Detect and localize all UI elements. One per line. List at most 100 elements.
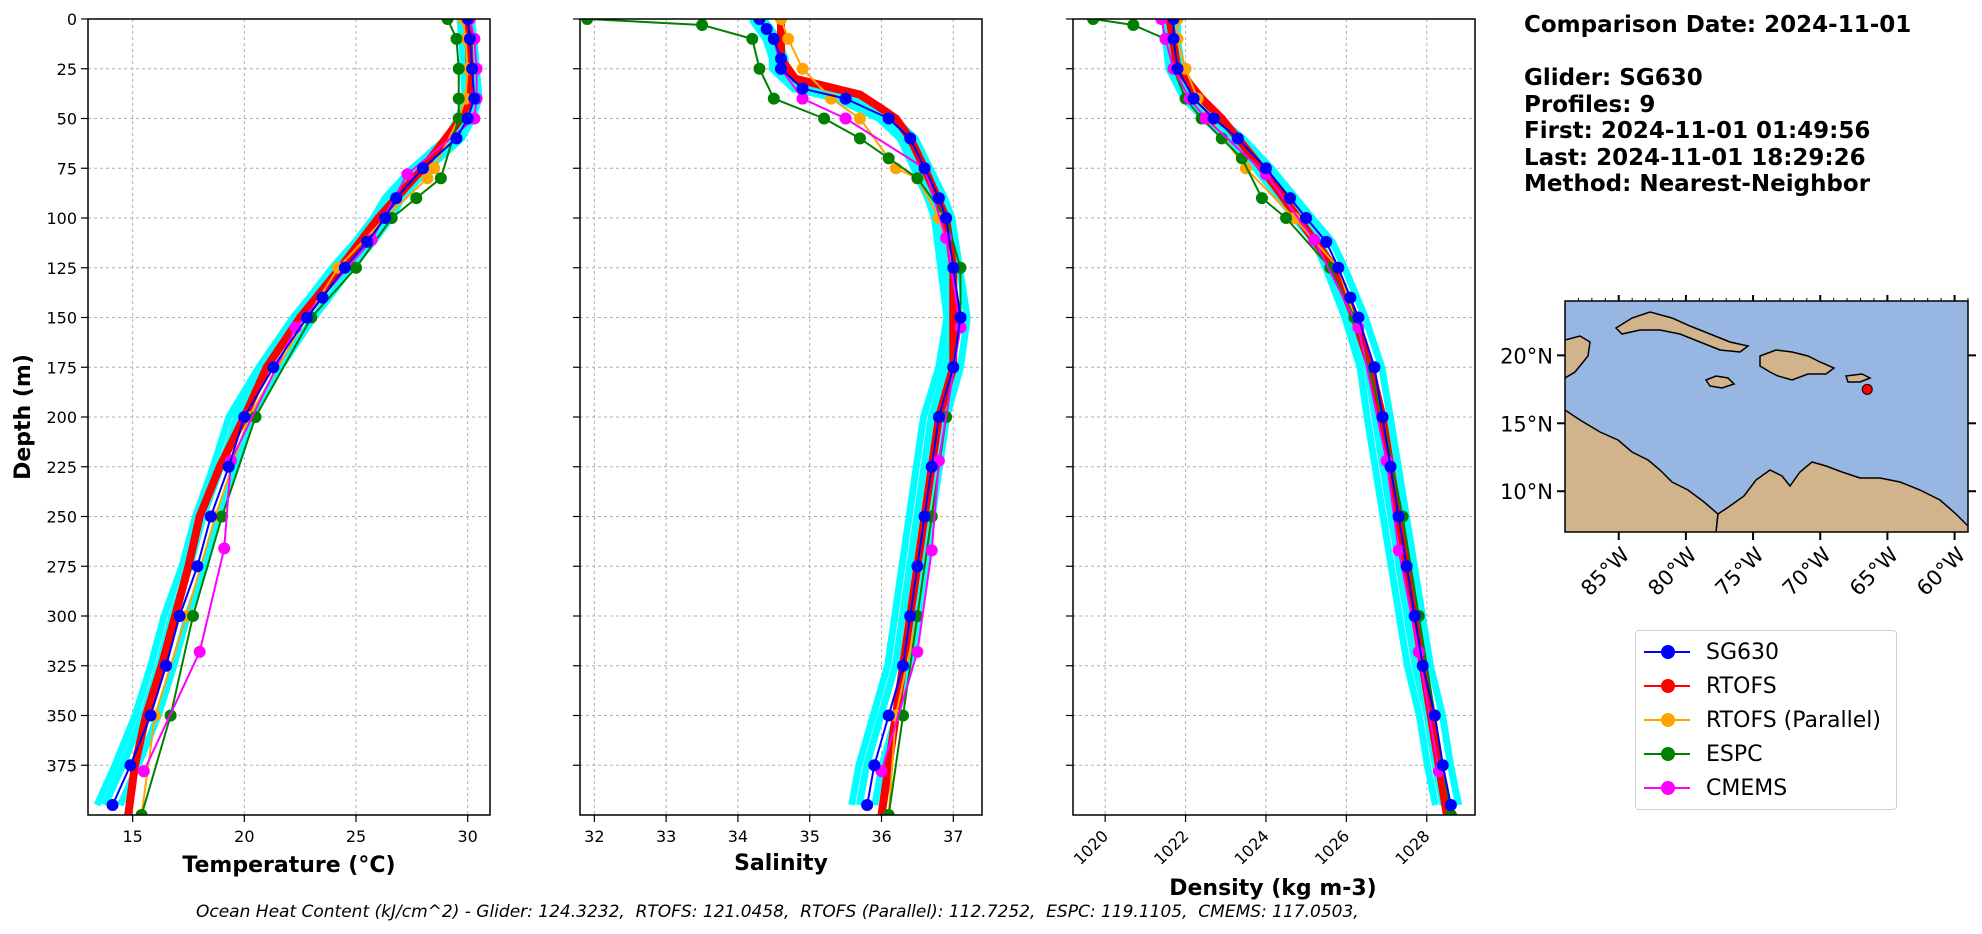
data-point: [417, 162, 429, 175]
data-point: [173, 610, 186, 622]
glider-profile-line: [117, 19, 483, 807]
data-point: [954, 321, 967, 334]
legend: SG630 RTOFS RTOFS (Parallel) ESPC CMEMS: [1635, 630, 1897, 810]
data-point: [911, 560, 924, 573]
data-point: [300, 311, 313, 324]
data-point: [160, 659, 173, 672]
data-point: [581, 19, 594, 25]
legend-item-rtofs-parallel: RTOFS (Parallel): [1644, 705, 1881, 735]
glider-name: Glider: SG630: [1524, 65, 1703, 91]
glider-location-marker: [1861, 383, 1873, 395]
data-point: [267, 361, 280, 374]
data-point: [932, 411, 945, 423]
data-point: [1368, 361, 1381, 374]
data-point: [767, 32, 780, 45]
data-point: [1376, 411, 1389, 423]
x-tick-label: 32: [584, 827, 604, 846]
data-point: [1412, 645, 1425, 658]
x-tick-label: 37: [943, 827, 963, 846]
x-tick-label: 20: [234, 827, 254, 846]
legend-label: SG630: [1706, 639, 1780, 665]
data-point: [1332, 261, 1345, 274]
data-point: [338, 261, 351, 274]
comparison-date: Comparison Date: 2024-11-01: [1524, 12, 1912, 38]
data-point: [1444, 799, 1457, 812]
data-point: [1155, 19, 1168, 25]
map-lat-label: 15°N: [1500, 412, 1553, 436]
data-point: [882, 809, 895, 815]
data-point: [954, 311, 967, 324]
data-point: [1259, 162, 1272, 175]
data-point: [918, 510, 931, 523]
legend-item-rtofs: RTOFS: [1644, 671, 1777, 701]
map-lon-label: 65°W: [1845, 542, 1903, 600]
series-cmems: [1155, 19, 1445, 778]
map-land-south-america: [1715, 461, 1968, 532]
data-point: [782, 32, 795, 45]
data-point: [911, 645, 924, 658]
x-tick-label: 33: [656, 827, 676, 846]
y-tick-label: 150: [46, 309, 77, 328]
data-point: [1392, 510, 1405, 523]
last-profile-time: Last: 2024-11-01 18:29:26: [1524, 144, 1866, 171]
map-land-puerto-rico: [1844, 373, 1872, 383]
data-point: [1416, 659, 1429, 672]
data-point: [1352, 311, 1365, 324]
data-point: [204, 510, 217, 523]
data-point: [1344, 291, 1357, 304]
map-lon-label: 60°W: [1912, 542, 1970, 600]
data-point: [1444, 809, 1457, 815]
data-point: [441, 19, 454, 25]
legend-swatch: [1644, 781, 1690, 795]
data-point: [882, 152, 895, 165]
data-point: [947, 361, 960, 374]
data-point: [1217, 114, 1226, 123]
data-point: [218, 542, 231, 555]
data-point: [195, 512, 204, 521]
data-point: [350, 261, 362, 274]
data-point: [1400, 560, 1413, 573]
data-point: [947, 261, 960, 274]
data-point: [918, 162, 931, 175]
data-point: [390, 192, 403, 205]
data-point: [137, 765, 150, 778]
legend-item-sg630: SG630: [1644, 637, 1779, 667]
data-point: [452, 92, 465, 105]
glider-profile-line: [1161, 19, 1439, 806]
location-map: 20°N 15°N 10°N 85°W 80°W 75°W 70°W 65°W 60°W: [1500, 295, 1976, 601]
data-point: [124, 759, 137, 772]
data-point: [184, 562, 193, 571]
data-point: [401, 168, 414, 181]
series-sg630: [106, 19, 481, 812]
series-espc: [135, 19, 465, 815]
data-point: [839, 92, 852, 105]
data-point: [249, 411, 262, 423]
x-tick-label: 30: [457, 827, 477, 846]
y-tick-label: 100: [46, 209, 77, 228]
x-tick-label: 1024: [1231, 826, 1273, 868]
data-point: [434, 172, 447, 185]
data-point: [1231, 132, 1244, 145]
data-point: [855, 90, 864, 99]
data-point: [1308, 233, 1321, 246]
map-lat-label: 10°N: [1500, 480, 1553, 504]
data-point: [932, 192, 945, 205]
data-point: [1436, 759, 1449, 772]
y-tick-label: 0: [67, 10, 77, 29]
data-point: [1428, 709, 1441, 722]
data-point: [796, 62, 809, 75]
data-point: [193, 645, 206, 658]
data-point: [1235, 152, 1248, 165]
y-tick-label: 275: [46, 557, 77, 576]
y-tick-label: 75: [57, 159, 77, 178]
legend-label: CMEMS: [1706, 775, 1788, 801]
data-point: [696, 19, 709, 31]
map-land-cuba: [1614, 311, 1750, 353]
x-tick-label: 1022: [1150, 826, 1192, 868]
data-point: [775, 19, 787, 25]
x-tick-label: 36: [871, 827, 891, 846]
data-point: [1392, 544, 1405, 557]
data-point: [144, 709, 157, 722]
data-point: [818, 112, 831, 125]
y-tick-label: 25: [57, 60, 77, 79]
